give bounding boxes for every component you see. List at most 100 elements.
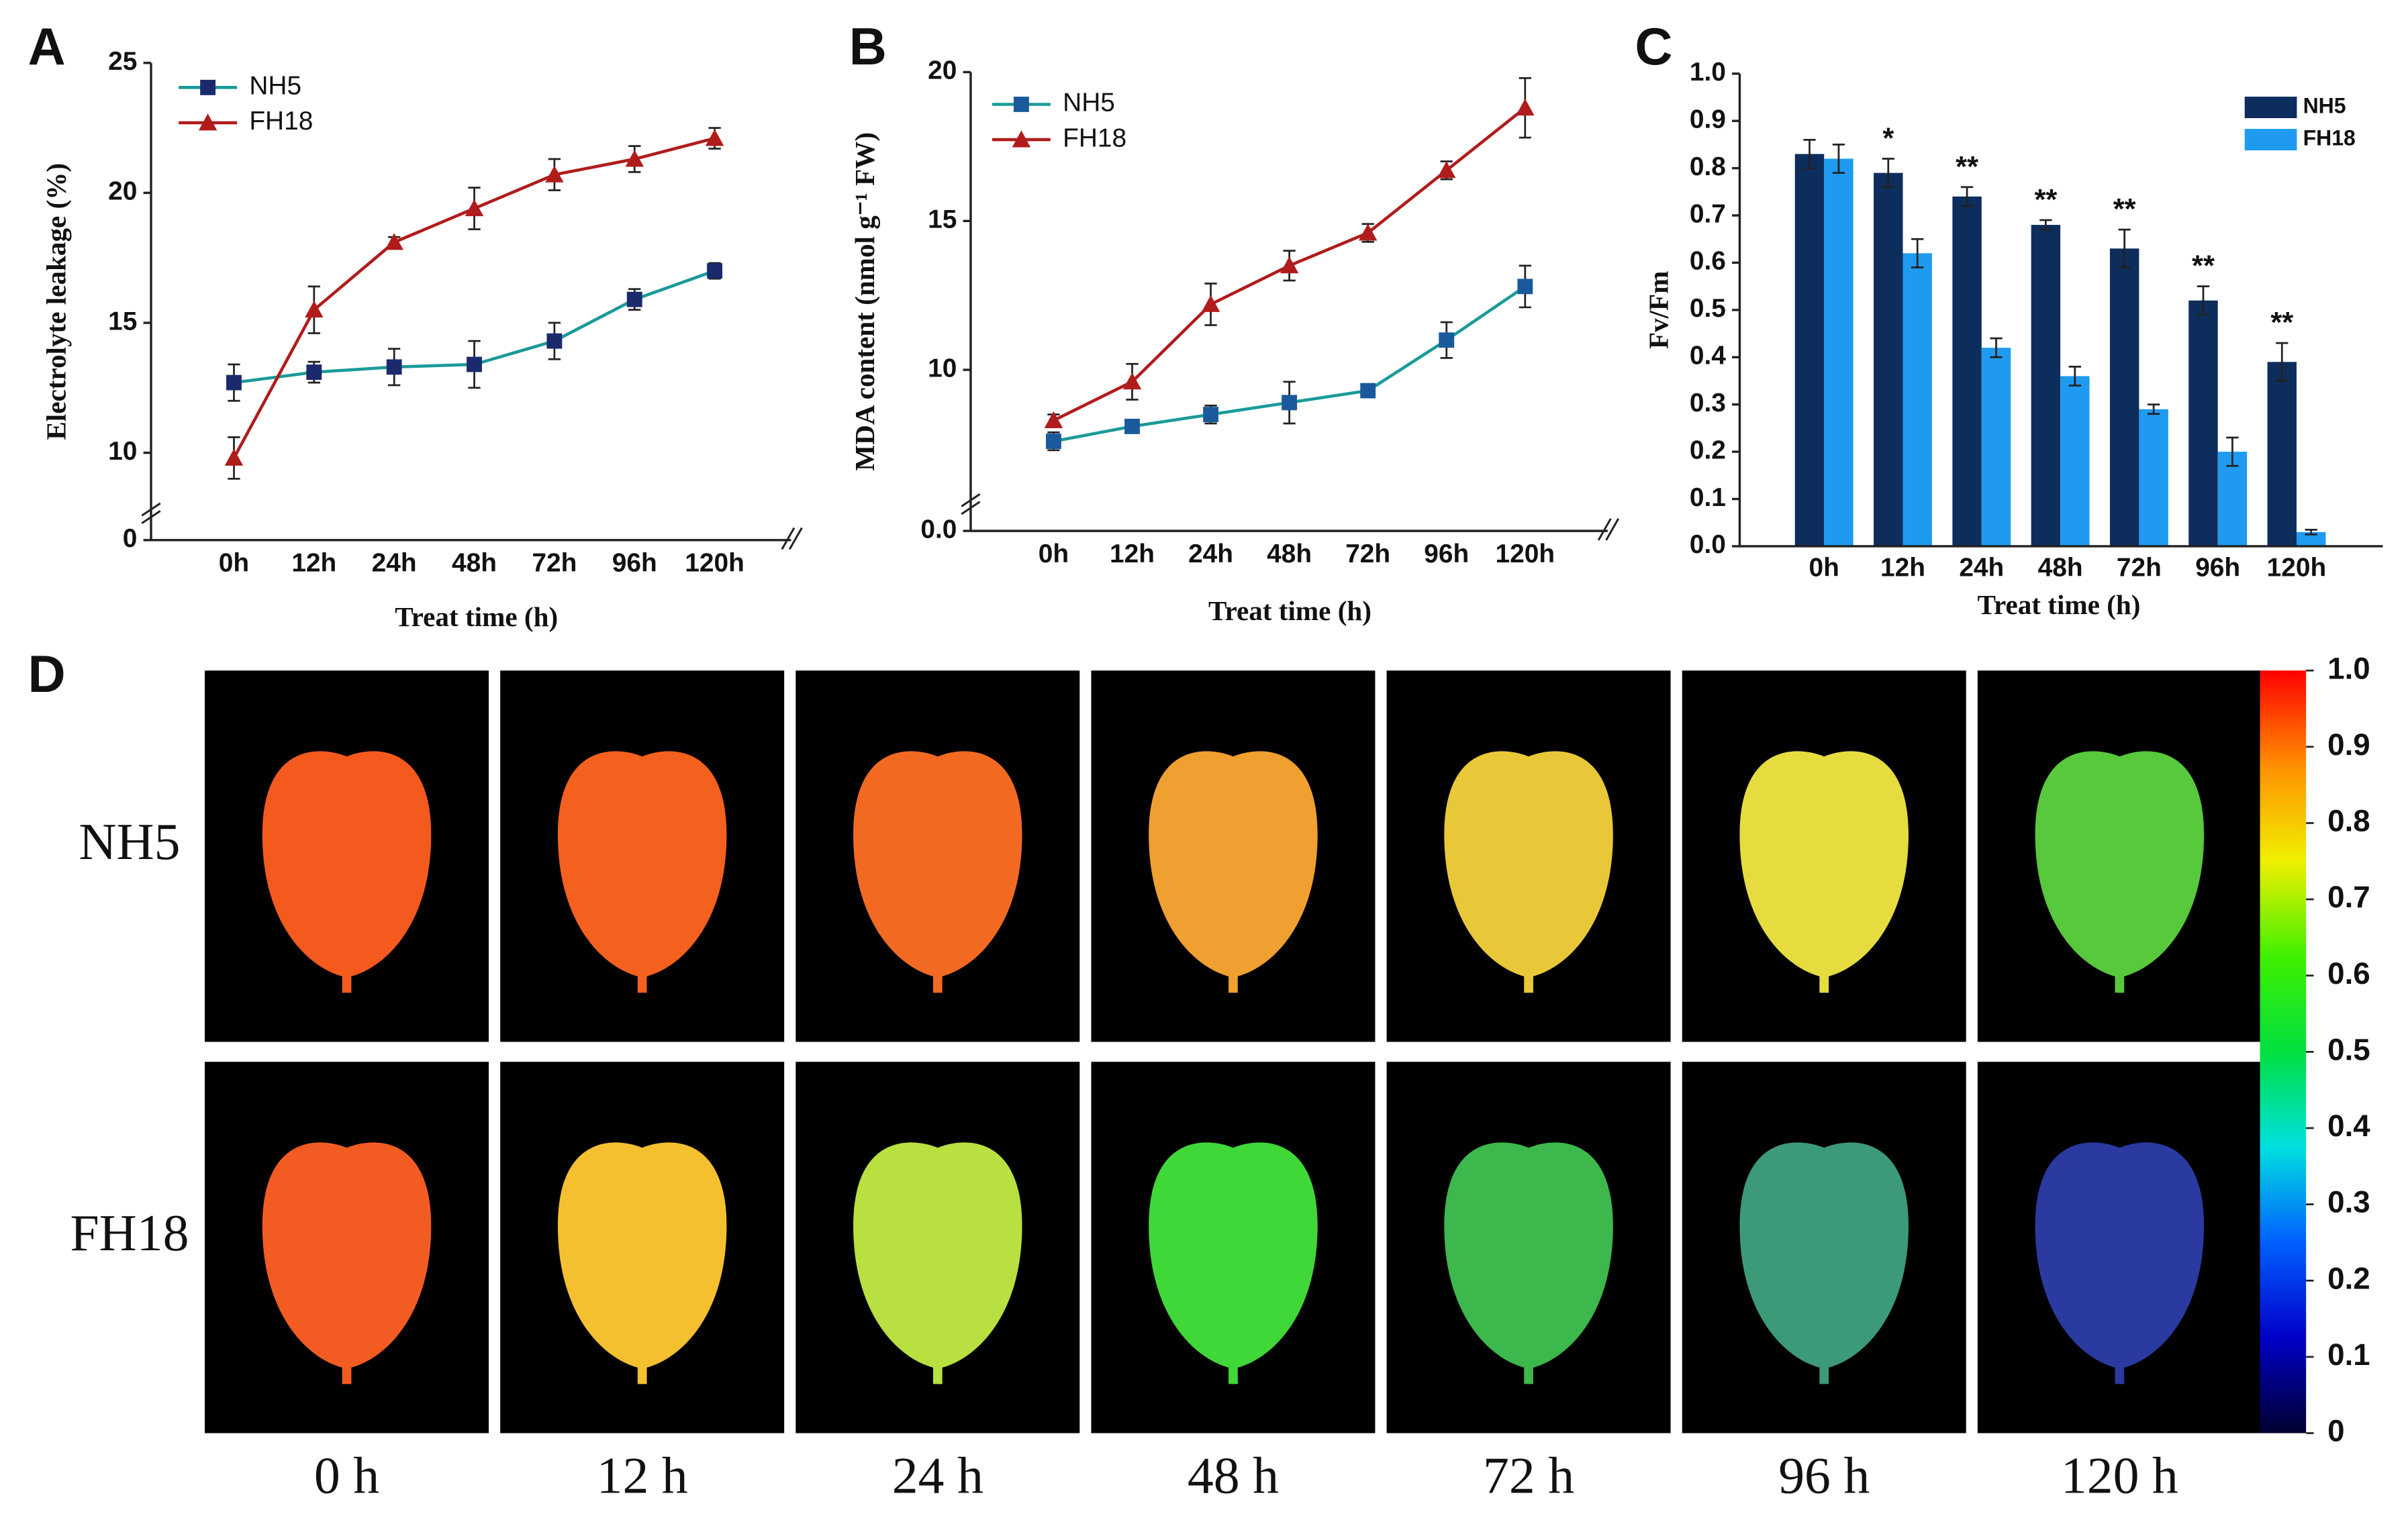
bar bbox=[2217, 452, 2248, 546]
marker bbox=[1439, 332, 1455, 348]
x-tick-label: 12h bbox=[291, 549, 336, 578]
error-bar bbox=[2147, 403, 2160, 415]
y-axis-title: Fv/Fm bbox=[1643, 271, 1674, 350]
x-tick-label: 24h bbox=[1188, 540, 1233, 568]
error-bar bbox=[1803, 138, 1816, 169]
x-axis-title: Treat time (h) bbox=[395, 601, 558, 633]
x-tick-label: 0h bbox=[219, 549, 249, 578]
marker bbox=[626, 291, 642, 307]
x-tick-label: 0h bbox=[1039, 540, 1069, 568]
significance-label: ** bbox=[2034, 184, 2057, 216]
marker bbox=[1282, 395, 1298, 411]
y-tick-label: 25 bbox=[108, 47, 137, 76]
marker bbox=[1517, 279, 1533, 295]
y-tick-label: 0.2 bbox=[1690, 436, 1726, 464]
colorbar-tick-label: 0.5 bbox=[2327, 1032, 2370, 1066]
error-bar bbox=[1832, 144, 1845, 174]
leaf-image bbox=[2035, 751, 2205, 978]
column-label: 12 h bbox=[597, 1446, 688, 1504]
y-tick-label: 0.4 bbox=[1690, 342, 1726, 370]
leaf-petiole bbox=[342, 1365, 352, 1384]
y-tick-label: 0.8 bbox=[1690, 152, 1726, 181]
marker bbox=[1124, 418, 1140, 434]
legend-label: FH18 bbox=[2303, 126, 2356, 150]
leaf-image bbox=[1149, 1142, 1318, 1369]
x-tick-label: 96h bbox=[612, 549, 657, 578]
panel-letter: C bbox=[1635, 18, 1672, 76]
y-tick-label: 0.0 bbox=[1690, 530, 1726, 559]
significance-label: ** bbox=[2192, 250, 2215, 283]
x-tick-label: 48h bbox=[452, 549, 497, 578]
colorbar-tick-label: 0.1 bbox=[2327, 1337, 2370, 1372]
marker bbox=[1201, 295, 1220, 312]
y-tick-label: 0.3 bbox=[1690, 389, 1726, 417]
leaf-image bbox=[853, 751, 1022, 978]
error-bar bbox=[1960, 186, 1974, 207]
marker bbox=[546, 333, 563, 349]
panel-letter: A bbox=[28, 18, 65, 76]
leaf-petiole bbox=[1819, 974, 1829, 993]
significance-label: ** bbox=[2270, 307, 2293, 339]
x-tick-label: 24h bbox=[372, 549, 417, 578]
y-tick-label: 0.0 bbox=[920, 515, 957, 544]
y-tick-label: 15 bbox=[928, 205, 957, 234]
error-bar bbox=[2197, 285, 2210, 316]
bar bbox=[1874, 172, 1903, 546]
leaf-image bbox=[853, 1142, 1022, 1369]
x-axis-title: Treat time (h) bbox=[1208, 595, 1371, 627]
x-axis-title: Treat time (h) bbox=[1978, 589, 2141, 621]
y-tick-label: 0.5 bbox=[1690, 294, 1726, 323]
leaf-image bbox=[1739, 1142, 1909, 1369]
colorbar-tick-label: 0.9 bbox=[2327, 727, 2370, 762]
colorbar-tick-label: 0.7 bbox=[2327, 880, 2370, 914]
marker bbox=[465, 199, 484, 217]
column-label: 96 h bbox=[1778, 1446, 1870, 1504]
y-tick-label: 0.1 bbox=[1690, 483, 1726, 512]
marker bbox=[545, 165, 564, 183]
bar bbox=[2139, 409, 2168, 546]
marker bbox=[1358, 223, 1378, 241]
legend-label: NH5 bbox=[249, 72, 301, 101]
panel-letter: D bbox=[28, 646, 65, 703]
row-label: NH5 bbox=[79, 813, 180, 870]
legend-marker bbox=[1013, 97, 1029, 112]
marker bbox=[385, 233, 403, 250]
leaf-petiole bbox=[1229, 1365, 1238, 1384]
leaf-image bbox=[557, 751, 727, 978]
x-tick-label: 24h bbox=[1959, 554, 2004, 583]
significance-label: ** bbox=[1956, 151, 1978, 183]
error-bar bbox=[2305, 528, 2317, 536]
axis-break bbox=[781, 527, 803, 550]
legend-marker bbox=[1012, 130, 1031, 148]
column-label: 120 h bbox=[2061, 1446, 2178, 1504]
colorbar bbox=[2260, 670, 2307, 1433]
marker bbox=[707, 263, 723, 279]
error-bar bbox=[1882, 158, 1894, 189]
bar bbox=[2296, 532, 2326, 546]
x-tick-label: 48h bbox=[1267, 540, 1312, 568]
bar bbox=[1903, 253, 1932, 546]
y-tick-label: 15 bbox=[108, 307, 137, 336]
legend-swatch bbox=[2244, 129, 2297, 151]
error-bar bbox=[1990, 337, 2003, 358]
marker bbox=[1516, 98, 1535, 116]
y-tick-label: 0 bbox=[123, 524, 138, 553]
marker bbox=[1437, 161, 1456, 179]
y-tick-label: 0.7 bbox=[1690, 199, 1726, 228]
leaf-image bbox=[262, 751, 432, 978]
marker bbox=[306, 364, 322, 381]
marker bbox=[705, 129, 724, 146]
significance-label: * bbox=[1882, 123, 1894, 155]
leaf-petiole bbox=[932, 1365, 943, 1384]
row-label: FH18 bbox=[70, 1204, 189, 1262]
x-tick-label: 72h bbox=[2117, 554, 2162, 583]
axis-break bbox=[1597, 518, 1620, 541]
error-bar bbox=[2226, 436, 2239, 467]
bar bbox=[1824, 158, 1853, 546]
leaf-petiole bbox=[2115, 1365, 2125, 1384]
x-tick-label: 0h bbox=[1809, 554, 1839, 583]
bar bbox=[2031, 225, 2061, 546]
error-bar bbox=[2276, 342, 2289, 382]
leaf-petiole bbox=[1229, 974, 1238, 993]
bar bbox=[1952, 196, 1982, 546]
